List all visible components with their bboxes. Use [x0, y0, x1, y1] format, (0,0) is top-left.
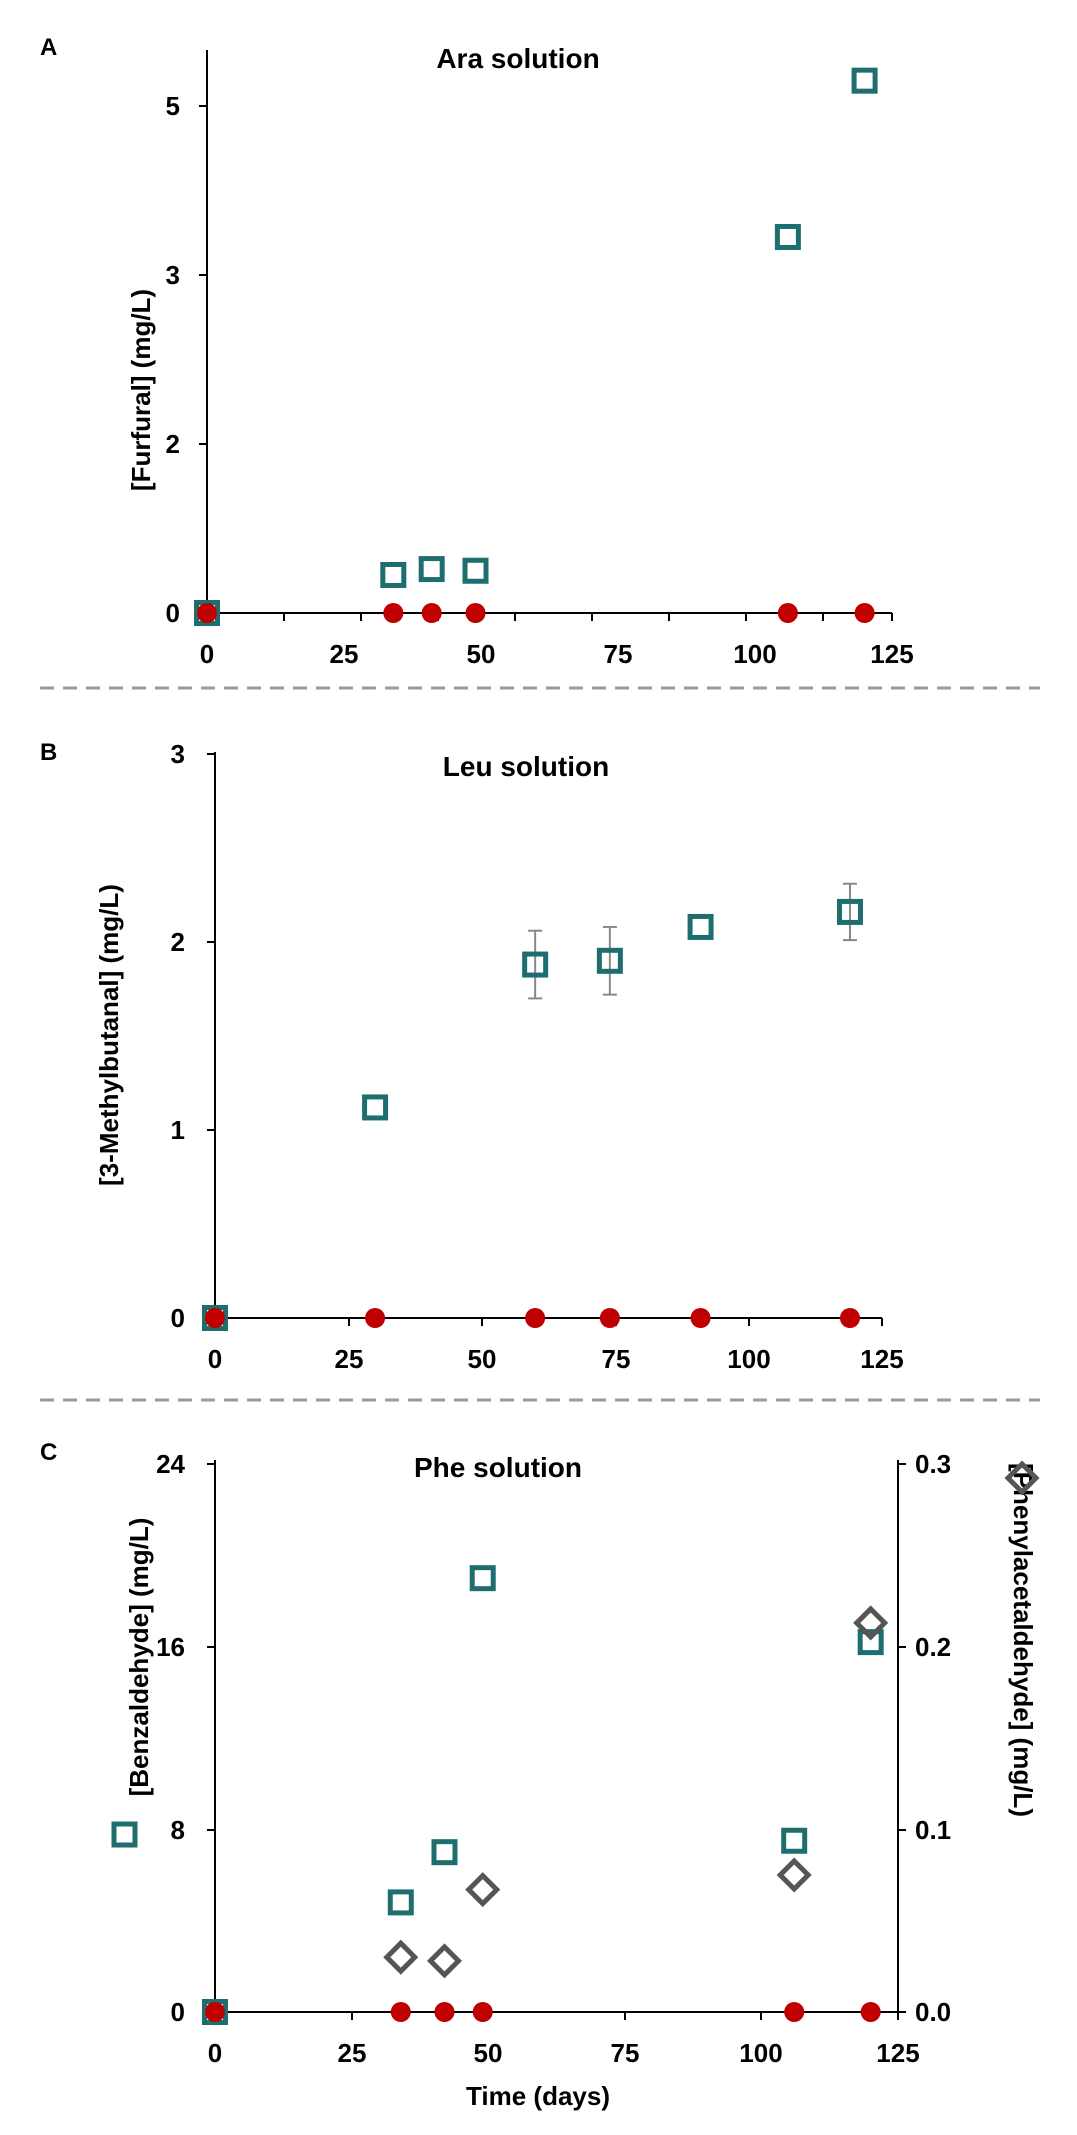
y-tick-label-a: 0 — [166, 598, 180, 628]
panel-letter-a: A — [40, 34, 57, 61]
data-point-circle — [390, 2002, 411, 2022]
x-tick-label-a: 50 — [467, 639, 496, 669]
chart-title-c: Phe solution — [414, 1452, 582, 1483]
data-point-circle — [465, 603, 486, 623]
data-point-square — [774, 223, 801, 250]
data-point-square — [781, 1827, 808, 1854]
x-tick-label-b: 75 — [602, 1344, 631, 1374]
panel-c: C Phe solution [Benzaldehyde] (mg/L) [Ph… — [40, 1439, 1040, 2111]
x-tick-label-b: 50 — [468, 1344, 497, 1374]
chart-title-b: Leu solution — [443, 751, 609, 782]
data-point-square — [194, 600, 220, 626]
data-point-circle — [777, 603, 798, 623]
x-tick-label-c: 50 — [474, 2038, 503, 2068]
y-tick-label-a: 3 — [166, 260, 180, 290]
left-axis-legend-square-icon — [111, 1821, 138, 1848]
data-point-square — [418, 556, 445, 583]
data-point-square — [380, 561, 407, 588]
data-point-square — [362, 1094, 389, 1121]
data-point-diamond — [426, 1943, 463, 1979]
y2-tick-label-c: 0.3 — [915, 1449, 951, 1479]
y-axis-label-b: [3-Methylbutanal] (mg/L) — [94, 884, 124, 1186]
y-tick-label-b: 3 — [171, 739, 185, 769]
x-tick-label-c: 25 — [338, 2038, 367, 2068]
x-tick-label-b: 0 — [208, 1344, 222, 1374]
x-tick-label-b: 100 — [727, 1344, 770, 1374]
data-point-circle — [421, 603, 442, 623]
y2-tick-label-c: 0.0 — [915, 1997, 951, 2027]
data-point-square — [462, 557, 489, 584]
data-point-square — [469, 1565, 496, 1592]
x-tick-label-b: 25 — [335, 1344, 364, 1374]
data-point-circle — [472, 2002, 493, 2022]
data-point-circle — [690, 1308, 711, 1328]
data-point-square — [431, 1839, 458, 1866]
y2-axis-label-c: [Phenylacetaldehyde] (mg/L) — [1008, 1463, 1038, 1817]
data-point-square — [851, 67, 878, 94]
y-axis-label-a: [Furfural] (mg/L) — [126, 289, 156, 491]
data-point-square — [687, 913, 714, 940]
data-point-square — [202, 1305, 228, 1331]
x-tick-label-c: 125 — [876, 2038, 919, 2068]
data-marks-b — [202, 882, 863, 1331]
data-point-diamond — [465, 1872, 501, 1908]
data-point-circle — [205, 1308, 225, 1328]
data-point-circle — [383, 603, 404, 623]
panel-letter-b: B — [40, 739, 57, 766]
x-tick-label-b: 125 — [860, 1344, 903, 1374]
data-point-circle — [784, 2002, 805, 2022]
x-tick-label-a: 125 — [870, 639, 913, 669]
y2-tick-label-c: 0.2 — [915, 1632, 951, 1662]
data-marks-a — [194, 67, 878, 626]
data-point-square — [836, 898, 863, 925]
x-tick-label-c: 75 — [611, 2038, 640, 2068]
data-point-circle — [860, 2002, 881, 2022]
panel-letter-c: C — [40, 1439, 57, 1466]
chart-title-a: Ara solution — [436, 43, 599, 74]
panel-a: A Ara solution [Furfural] (mg/L) 0 2 3 5… — [40, 34, 914, 669]
data-point-circle — [434, 2002, 455, 2022]
data-point-diamond — [383, 1939, 419, 1975]
data-point-square — [857, 1629, 884, 1656]
data-point-circle — [197, 603, 217, 623]
panel-b: B Leu solution [3-Methylbutanal] (mg/L) … — [40, 739, 904, 1374]
data-point-circle — [525, 1308, 546, 1328]
y2-tick-label-c: 0.1 — [915, 1815, 951, 1845]
y-tick-label-a: 2 — [166, 429, 180, 459]
data-point-square — [596, 947, 623, 974]
y-tick-label-c: 0 — [171, 1997, 185, 2027]
data-point-circle — [365, 1308, 386, 1328]
data-point-circle — [854, 603, 875, 623]
data-point-diamond — [853, 1605, 889, 1641]
x-tick-label-a: 25 — [330, 639, 359, 669]
data-marks-c — [202, 1565, 889, 2025]
data-point-square — [387, 1889, 414, 1916]
y-tick-label-c: 24 — [156, 1449, 185, 1479]
data-point-circle — [839, 1308, 860, 1328]
y-axis-label-c: [Benzaldehyde] (mg/L) — [124, 1518, 154, 1797]
data-point-square — [202, 1999, 228, 2025]
y-tick-label-b: 1 — [171, 1115, 185, 1145]
x-axis-label-c: Time (days) — [466, 2081, 610, 2111]
y-tick-label-c: 8 — [171, 1815, 185, 1845]
y-tick-label-c: 16 — [156, 1632, 185, 1662]
x-tick-label-a: 0 — [200, 639, 214, 669]
data-point-circle — [599, 1308, 620, 1328]
data-point-square — [522, 951, 549, 978]
x-tick-label-a: 100 — [733, 639, 776, 669]
data-point-circle — [205, 2002, 225, 2022]
x-tick-label-a: 75 — [604, 639, 633, 669]
data-point-diamond — [776, 1857, 812, 1893]
x-tick-label-c: 0 — [208, 2038, 222, 2068]
right-axis-legend-diamond-icon — [1004, 1460, 1040, 1496]
y-tick-label-a: 5 — [166, 91, 180, 121]
y-tick-label-b: 0 — [171, 1303, 185, 1333]
x-tick-label-c: 100 — [739, 2038, 782, 2068]
y-tick-label-b: 2 — [171, 927, 185, 957]
